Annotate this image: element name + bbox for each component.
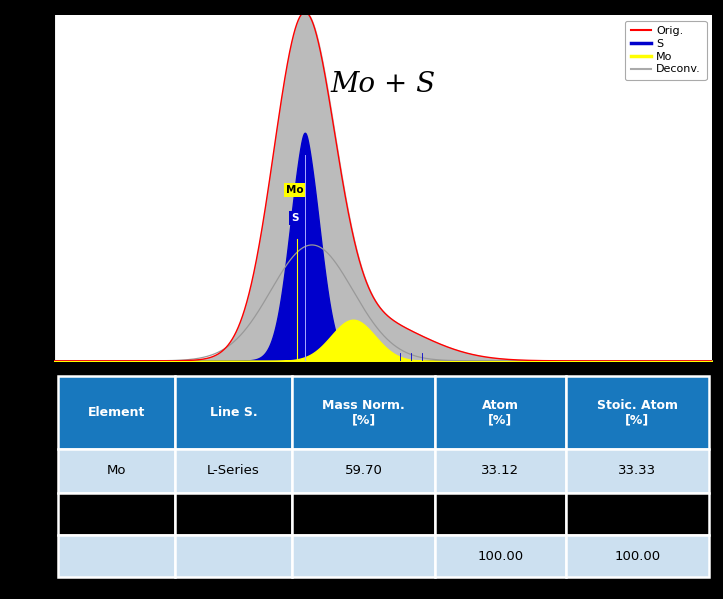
X-axis label: Energy [keV]: Energy [keV] — [343, 388, 424, 401]
FancyBboxPatch shape — [175, 377, 292, 449]
Text: Stoic. Atom
[%]: Stoic. Atom [%] — [596, 399, 677, 426]
Text: Mo: Mo — [106, 464, 126, 477]
Text: L-Series: L-Series — [207, 464, 260, 477]
FancyBboxPatch shape — [565, 449, 709, 493]
FancyBboxPatch shape — [58, 377, 175, 449]
FancyBboxPatch shape — [565, 535, 709, 577]
FancyBboxPatch shape — [435, 535, 565, 577]
FancyBboxPatch shape — [292, 493, 435, 535]
Text: 100.00: 100.00 — [477, 550, 523, 562]
FancyBboxPatch shape — [435, 493, 565, 535]
FancyBboxPatch shape — [175, 535, 292, 577]
FancyBboxPatch shape — [292, 449, 435, 493]
FancyBboxPatch shape — [58, 535, 175, 577]
FancyBboxPatch shape — [175, 493, 292, 535]
FancyBboxPatch shape — [292, 377, 435, 449]
Text: 100.00: 100.00 — [614, 550, 660, 562]
FancyBboxPatch shape — [435, 377, 565, 449]
Text: 33.12: 33.12 — [482, 464, 520, 477]
FancyBboxPatch shape — [58, 449, 175, 493]
Text: 59.70: 59.70 — [345, 464, 382, 477]
FancyBboxPatch shape — [175, 449, 292, 493]
Text: Mo: Mo — [286, 184, 303, 195]
Text: S: S — [291, 213, 299, 223]
Text: Atom
[%]: Atom [%] — [482, 399, 519, 426]
Legend: Orig., S, Mo, Deconv.: Orig., S, Mo, Deconv. — [625, 20, 706, 80]
Text: Line S.: Line S. — [210, 406, 257, 419]
Text: cps/eV: cps/eV — [9, 0, 46, 4]
Text: Mo + S: Mo + S — [330, 71, 436, 98]
Text: Mass Norm.
[%]: Mass Norm. [%] — [322, 399, 405, 426]
Text: 33.33: 33.33 — [618, 464, 656, 477]
FancyBboxPatch shape — [565, 493, 709, 535]
FancyBboxPatch shape — [435, 449, 565, 493]
Text: Element: Element — [87, 406, 145, 419]
FancyBboxPatch shape — [565, 377, 709, 449]
FancyBboxPatch shape — [292, 535, 435, 577]
FancyBboxPatch shape — [58, 493, 175, 535]
